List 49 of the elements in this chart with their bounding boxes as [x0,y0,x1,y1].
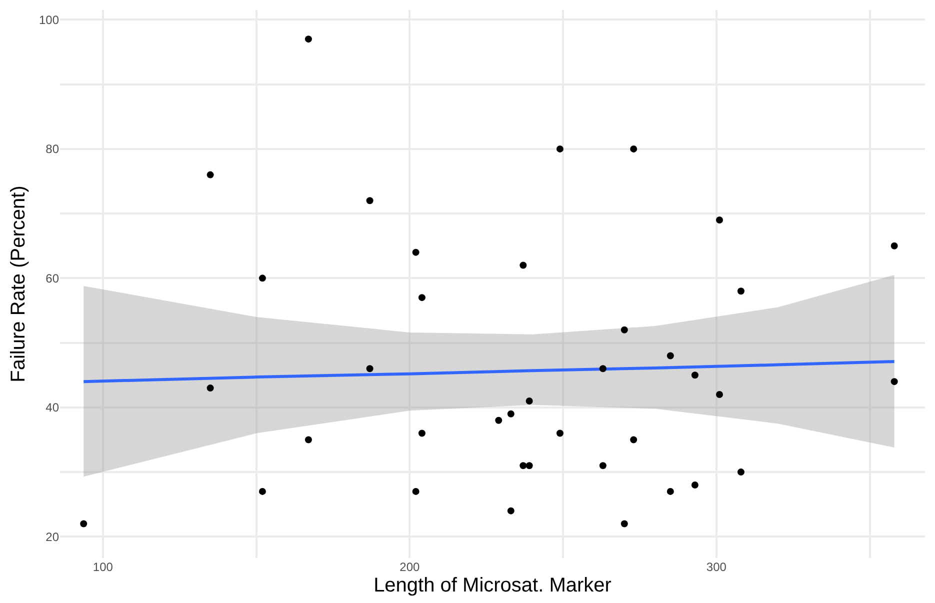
point [412,488,420,495]
point [206,384,214,392]
point [599,462,606,470]
point [620,326,628,334]
point [630,436,638,444]
point [890,378,898,386]
line-series [82,360,896,384]
x-tick-label: 300 [706,560,727,574]
y-tick-label: 40 [46,400,60,415]
point [737,468,744,476]
point [620,520,628,528]
y-tick-label: 60 [46,271,60,286]
point [206,171,214,178]
point [258,274,266,282]
point [599,365,606,372]
point [666,352,674,360]
point [495,416,502,424]
point [716,391,723,398]
point [890,242,898,250]
point [304,436,312,444]
point [716,216,723,224]
point [520,462,527,470]
point [80,520,88,528]
point [412,248,420,256]
point [556,430,564,437]
point [556,145,564,152]
point [418,430,426,437]
x-tick-label: 100 [92,560,114,574]
point [366,197,374,204]
y-tick-label: 100 [38,12,60,27]
x-tick-label: 200 [400,560,420,574]
point [737,288,744,295]
point [520,262,527,269]
point [304,36,312,43]
point [630,145,638,152]
point [691,372,698,379]
point [418,294,426,302]
point [366,365,374,372]
point [258,488,266,495]
y-tick-label: 80 [46,142,60,156]
y-axis-title: Failure Rate (Percent) [7,186,30,382]
point [507,410,514,418]
y-tick-label: 20 [46,530,60,544]
point [691,481,698,488]
point [526,397,533,404]
point [666,488,674,495]
x-axis-title: Length of Microsat. Marker [374,574,612,596]
point [526,462,533,470]
point [507,507,514,514]
